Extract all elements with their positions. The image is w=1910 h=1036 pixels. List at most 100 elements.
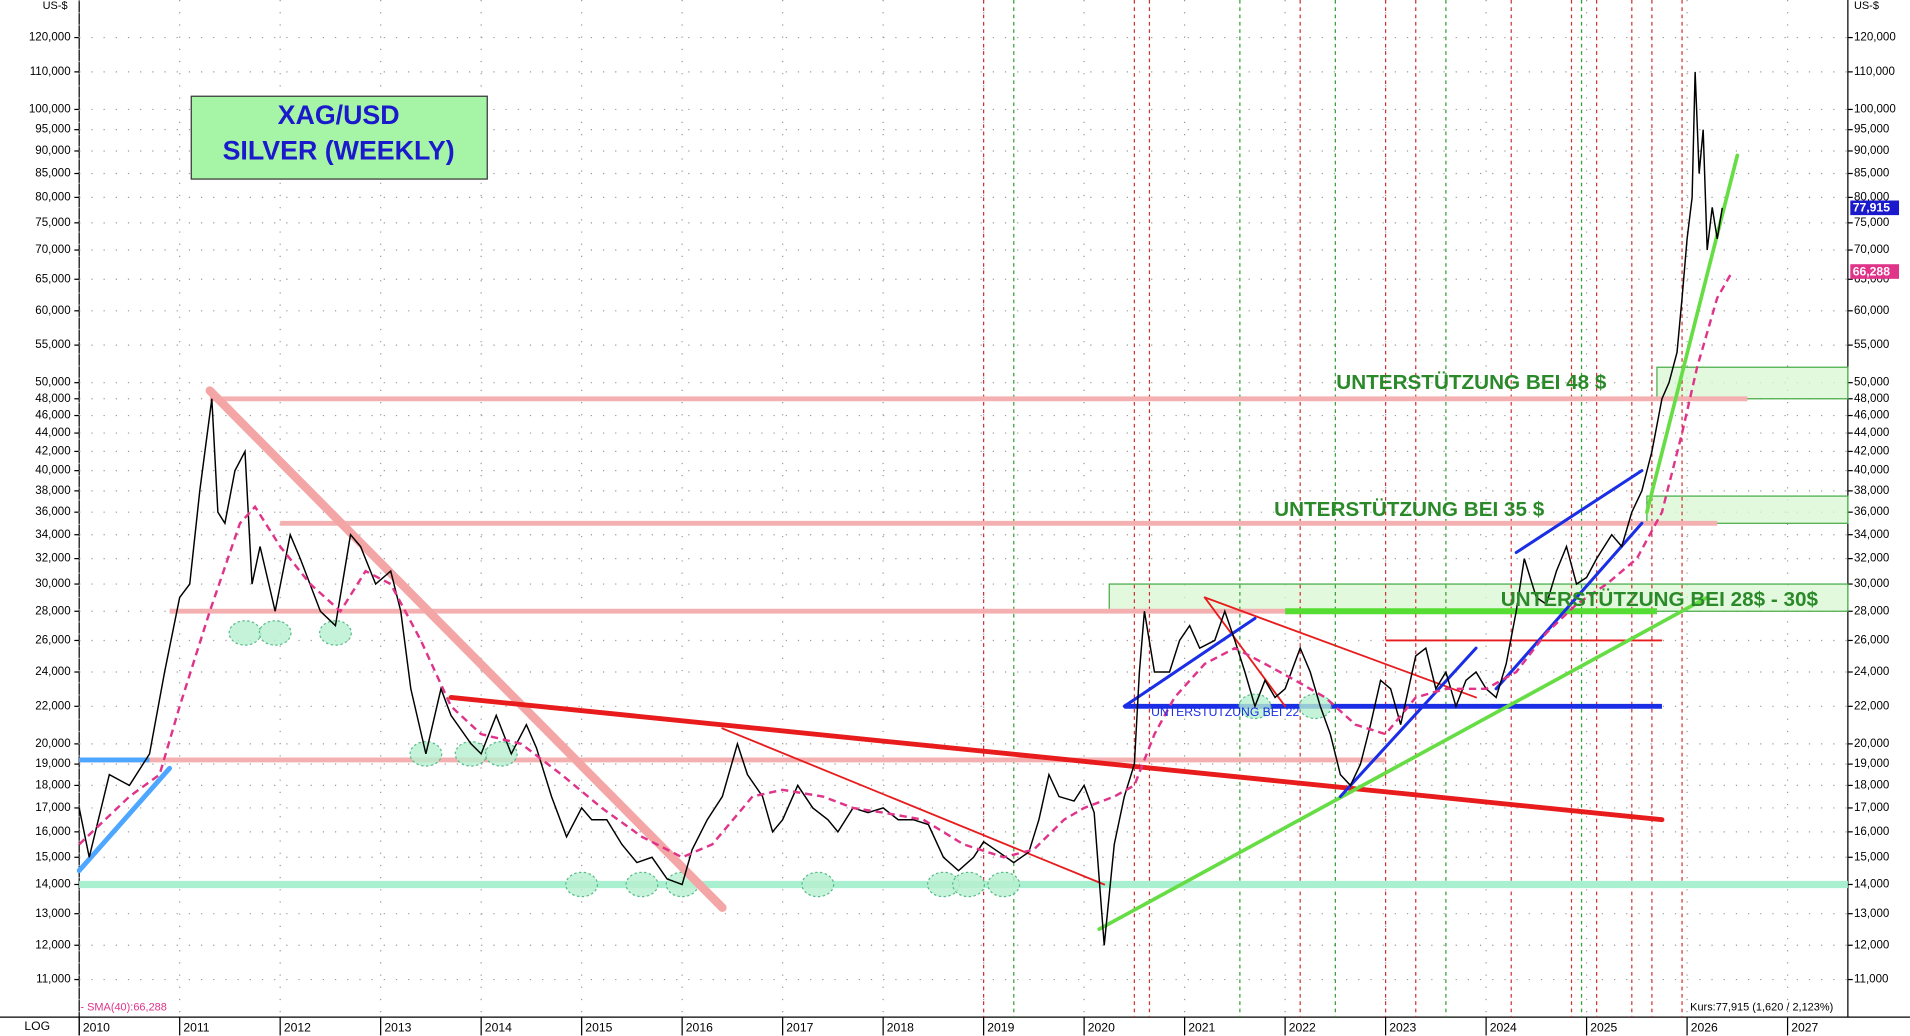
x-tick-label: 2025 [1590,1020,1617,1034]
last-value-label: 66,288 [1853,264,1890,278]
low-marker [801,871,835,898]
y-tick-label: 44,000 [1854,427,1889,439]
low-marker [258,620,292,646]
low-marker [625,871,659,898]
y-tick-label: 42,000 [1854,445,1889,457]
y-tick-label: 19,000 [35,758,70,770]
x-tick-label: 2010 [83,1020,110,1034]
y-tick-label: 22,000 [35,700,70,712]
y-tick-label: 95,000 [1854,124,1889,136]
y-tick-label: 90,000 [35,145,70,157]
x-tick-label: 2016 [686,1020,713,1034]
x-tick-label: 2024 [1490,1020,1517,1034]
annotation: UNTERSTÜTZUNG BEI 22 [1151,705,1299,719]
last-value-badge [1850,200,1900,216]
y-tick-label: 46,000 [35,410,70,422]
x-tick-label: 2017 [786,1020,813,1034]
y-tick-label: 75,000 [1854,217,1889,229]
y-tick-label: 44,000 [35,427,70,439]
y-tick-label: 26,000 [1854,635,1889,647]
y-tick-label: 60,000 [35,305,70,317]
y-tick-label: 50,000 [35,377,70,389]
trend-line [1645,153,1740,515]
y-tick-label: 100,000 [1854,104,1896,116]
trend-line [1514,469,1644,555]
x-tick-label: 2027 [1791,1020,1818,1034]
y-tick-label: 110,000 [1854,66,1895,78]
x-tick-label: 2013 [384,1020,411,1034]
y-tick-label: 12,000 [1854,939,1889,951]
trend-line [1097,595,1710,931]
low-marker [987,871,1021,898]
y-tick-label: 80,000 [35,191,70,203]
low-marker [454,741,488,767]
y-tick-label: 18,000 [35,779,70,791]
y-tick-label: 85,000 [35,168,70,180]
y-tick-label: 55,000 [35,339,70,351]
y-tick-label: 22,000 [1854,700,1889,712]
y-tick-label: 50,000 [1854,377,1889,389]
x-tick-label: 2015 [585,1020,612,1034]
y-tick-label: 32,000 [1854,553,1889,565]
annotation: UNTERSTÜTZUNG BEI 35 $ [1274,498,1545,521]
title-box [190,95,488,180]
last-value-label: 77,915 [1853,201,1890,215]
legend-entry: Kurs:77,915 (1,620 / 2,123%) [1690,1001,1833,1013]
y-tick-label: 40,000 [35,465,70,477]
x-tick-label: 2020 [1088,1020,1115,1034]
trend-line [205,386,727,912]
y-tick-label: 28,000 [1854,605,1889,617]
trend-line [721,727,1106,886]
y-tick-label: 19,000 [1854,758,1889,770]
x-tick-label: 2021 [1188,1020,1215,1034]
y-tick-label: 15,000 [35,851,70,863]
trend-line [76,765,173,874]
x-tick-label: 2022 [1289,1020,1316,1034]
x-tick-label: 2011 [183,1020,209,1034]
trend-line [1203,596,1287,708]
y-tick-label: 65,000 [35,273,70,285]
trend-line [1203,596,1477,699]
y-tick-label: 32,000 [35,553,70,565]
support-zone [1656,366,1849,400]
y-tick-label: 17,000 [1854,802,1889,814]
y-tick-label: 120,000 [1854,32,1896,44]
y-tick-label: 42,000 [35,445,70,457]
y-tick-label: 38,000 [1854,485,1889,497]
series-line [78,71,1723,946]
y-tick-label: 38,000 [35,485,70,497]
y-tick-label: 36,000 [1854,506,1889,518]
y-tick-label: 40,000 [1854,465,1889,477]
y-tick-label: 14,000 [35,879,70,891]
y-tick-label: 24,000 [1854,666,1889,678]
y-tick-label: 30,000 [35,578,70,590]
y-tick-label: 48,000 [1854,393,1889,405]
y-tick-label: 70,000 [1854,244,1889,256]
low-marker [952,871,985,898]
x-tick-label: 2018 [887,1020,914,1034]
y-tick-label: 100,000 [29,104,71,116]
x-tick-label: 2019 [987,1020,1014,1034]
y-tick-label: 120,000 [29,32,71,44]
y-tick-label: 95,000 [35,124,70,136]
y-tick-label: 24,000 [35,666,70,678]
trend-line [1338,646,1478,799]
low-marker [565,871,599,898]
x-tick-label: 2012 [284,1020,311,1034]
y-tick-label: 11,000 [36,974,71,986]
legend-entry: - SMA(40):66,288 [80,1001,166,1013]
y-tick-label: 20,000 [1854,738,1889,750]
low-marker [318,620,352,646]
y-tick-label: 48,000 [35,393,70,405]
y-tick-label: 14,000 [1854,879,1889,891]
low-marker [484,741,518,767]
y-tick-label: 80,000 [1854,191,1889,203]
x-tick-label: 2026 [1691,1020,1718,1034]
y-tick-label: 12,000 [35,939,70,951]
y-tick-label: 13,000 [1854,908,1889,920]
y-tick-label: 13,000 [35,908,70,920]
y-tick-label: 26,000 [35,635,70,647]
y-tick-label: 20,000 [35,738,70,750]
